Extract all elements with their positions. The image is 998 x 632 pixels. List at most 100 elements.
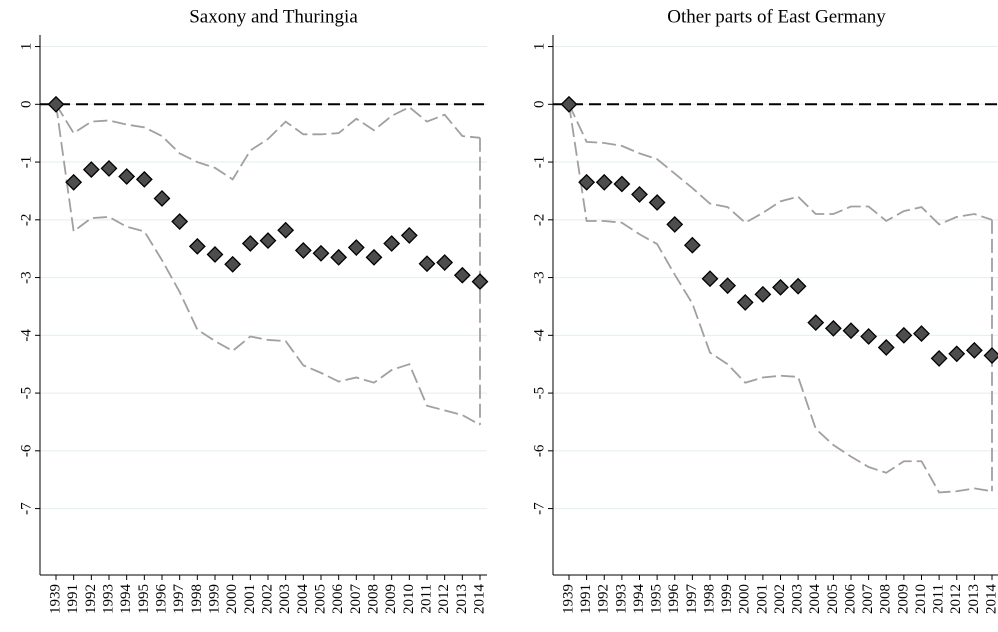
point	[153, 190, 171, 207]
point	[453, 266, 471, 284]
x-tick-label: 2006	[330, 584, 346, 615]
x-tick-label: 2013	[454, 584, 470, 614]
x-tick-label: 1994	[631, 584, 647, 615]
point	[578, 173, 596, 191]
point	[754, 285, 772, 303]
x-tick-label: 1994	[118, 584, 134, 615]
x-tick-label: 1998	[701, 584, 717, 614]
x-tick-label: 2012	[436, 584, 452, 614]
x-tick-label: 1991	[578, 584, 594, 614]
point	[365, 248, 383, 266]
y-tick-label: 0	[18, 101, 34, 109]
y-tick-label: 1	[18, 43, 34, 51]
point	[648, 194, 666, 211]
x-tick-label: 1991	[65, 584, 81, 614]
ci-line	[568, 104, 993, 494]
chart-title: Saxony and Thuringia	[189, 6, 358, 27]
point	[666, 216, 684, 233]
ci-line	[55, 104, 481, 426]
point	[400, 226, 418, 244]
point	[471, 273, 489, 291]
y-tick-label: 1	[531, 43, 547, 51]
y-tick-label: -4	[531, 329, 547, 342]
point	[330, 248, 348, 266]
x-tick-label: 2009	[383, 584, 399, 614]
x-tick-label: 2008	[365, 584, 381, 614]
point	[895, 326, 913, 344]
x-tick-label: 1997	[684, 584, 700, 615]
x-tick-label: 2014	[471, 584, 487, 615]
point	[347, 239, 365, 256]
x-tick-label: 2005	[312, 584, 328, 614]
point	[807, 314, 825, 332]
point	[47, 95, 65, 113]
y-tick-label: -6	[18, 444, 34, 457]
x-tick-label: 1996	[153, 584, 169, 615]
point	[560, 95, 578, 113]
y-tick-label: -3	[18, 271, 34, 284]
x-tick-label: 2004	[807, 584, 823, 615]
point	[736, 293, 754, 311]
x-tick-label: 2007	[348, 584, 364, 615]
y-tick-label: -1	[531, 156, 547, 169]
point	[948, 345, 966, 363]
x-tick-label: 1993	[613, 584, 629, 614]
x-tick-label: 1993	[100, 584, 116, 614]
y-tick-label: -5	[531, 387, 547, 400]
x-tick-label: 1999	[206, 584, 222, 614]
x-tick-label: 1992	[596, 584, 612, 614]
point	[683, 236, 701, 254]
point	[631, 185, 648, 203]
point	[824, 319, 842, 337]
x-tick-label: 2005	[825, 584, 841, 614]
point	[135, 170, 153, 188]
y-tick-label: -4	[18, 329, 34, 342]
chart-title: Other parts of East Germany	[667, 6, 886, 27]
point	[789, 277, 807, 295]
point	[259, 232, 277, 250]
x-tick-label: 1996	[666, 584, 682, 615]
x-tick-label: 1995	[649, 584, 665, 614]
x-tick-label: 2001	[754, 584, 770, 614]
point	[983, 347, 998, 364]
x-tick-label: 2010	[913, 584, 929, 614]
x-tick-label: 1939	[47, 584, 63, 614]
x-tick-label: 2002	[772, 584, 788, 614]
point	[65, 173, 83, 191]
point	[842, 322, 860, 340]
x-tick-label: 2000	[224, 584, 240, 614]
y-tick-label: -1	[18, 156, 34, 169]
point	[436, 254, 454, 271]
point	[294, 242, 312, 259]
y-tick-label: -2	[18, 214, 34, 227]
point	[701, 270, 719, 288]
x-tick-label: 2003	[790, 584, 806, 614]
x-tick-label: 2011	[931, 584, 947, 613]
point	[188, 237, 206, 255]
x-tick-label: 1997	[171, 584, 187, 615]
point	[613, 175, 631, 193]
x-tick-label: 2014	[983, 584, 998, 615]
x-tick-label: 2002	[259, 584, 275, 614]
point	[595, 173, 613, 191]
y-tick-label: -6	[531, 444, 547, 457]
y-tick-label: -2	[531, 214, 547, 227]
x-tick-label: 1992	[83, 584, 99, 614]
x-tick-label: 2001	[242, 584, 258, 614]
x-tick-label: 2003	[277, 584, 293, 614]
point	[224, 255, 242, 273]
point	[719, 277, 737, 295]
y-tick-label: -7	[18, 502, 34, 515]
x-tick-label: 2004	[295, 584, 311, 615]
x-tick-label: 2000	[737, 584, 753, 614]
point	[118, 168, 136, 185]
x-tick-label: 2011	[418, 584, 434, 613]
point	[877, 339, 895, 356]
x-tick-label: 2009	[895, 584, 911, 614]
point	[930, 350, 948, 367]
x-tick-label: 1998	[189, 584, 205, 614]
x-tick-label: 2008	[878, 584, 894, 614]
x-tick-label: 2013	[966, 584, 982, 614]
y-tick-label: 0	[531, 101, 547, 109]
